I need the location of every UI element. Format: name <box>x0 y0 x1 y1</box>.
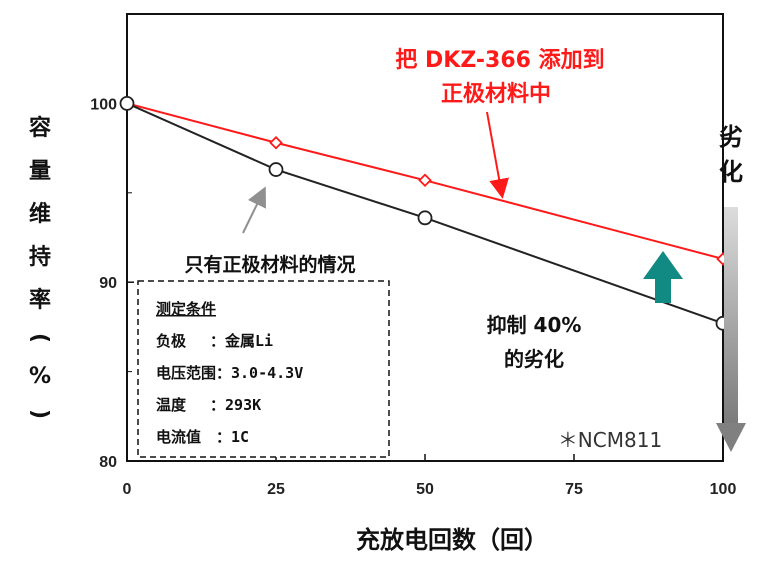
y-tick-label: 100 <box>90 96 117 113</box>
conditions-title: 测定条件 <box>156 300 216 318</box>
condition-current: 电流值 ：1C <box>156 428 249 446</box>
data-point-diamond <box>418 173 432 188</box>
condition-anode: 负极 ：金属Li <box>156 332 273 350</box>
material-note: ＊NCM811 <box>558 428 662 452</box>
x-tick-label: 50 <box>416 481 434 498</box>
x-axis-label: 充放电回数（回） <box>356 526 548 554</box>
data-point-diamond <box>269 135 283 150</box>
red-series-label-line2: 正极材料中 <box>441 82 551 107</box>
data-point-circle <box>119 96 135 111</box>
y-axis-label-char: 容 <box>29 115 51 141</box>
y-axis-label-char: 维 <box>29 201 51 227</box>
y-axis-ticks: 80 90 100 <box>90 96 134 471</box>
improvement-up-arrow-icon <box>643 251 683 303</box>
condition-temperature: 温度 ：293K <box>156 396 261 414</box>
y-tick-label: 80 <box>99 454 117 471</box>
effect-label-line1: 抑制 40% <box>487 313 582 337</box>
series-line <box>126 102 724 260</box>
x-tick-label: 25 <box>267 481 285 498</box>
effect-label-line2: 的劣化 <box>504 347 564 371</box>
y-axis-label-char: ) <box>27 409 52 419</box>
y-axis-label-char: 率 <box>29 287 51 313</box>
y-axis-label-char: % <box>29 364 51 389</box>
y-axis-label-char: ( <box>27 333 52 343</box>
black-series-label: 只有正极材料的情况 <box>184 253 355 276</box>
y-axis-label-char: 量 <box>29 159 51 184</box>
series-0 <box>120 96 730 266</box>
series-layer <box>119 96 731 331</box>
data-point-circle <box>417 210 433 226</box>
x-tick-label: 100 <box>710 481 737 498</box>
red-label-pointer-arrow <box>486 111 509 199</box>
x-axis-ticks: 0 25 50 75 100 <box>123 454 737 498</box>
data-point-circle <box>268 162 284 177</box>
degradation-label-char2: 化 <box>719 158 743 186</box>
black-label-pointer-arrow <box>242 186 266 234</box>
degradation-down-arrow-icon <box>716 207 746 452</box>
x-tick-label: 0 <box>123 481 132 498</box>
x-tick-label: 75 <box>565 481 583 498</box>
series-line <box>126 102 724 325</box>
y-tick-label: 90 <box>99 275 117 292</box>
conditions-box <box>137 280 390 458</box>
condition-voltage-range: 电压范围：3.0-4.3V <box>156 364 303 382</box>
degradation-label-char1: 劣 <box>719 123 743 151</box>
red-series-label-line1: 把 DKZ-366 添加到 <box>395 47 604 73</box>
y-axis-label-char: 持 <box>29 245 51 270</box>
